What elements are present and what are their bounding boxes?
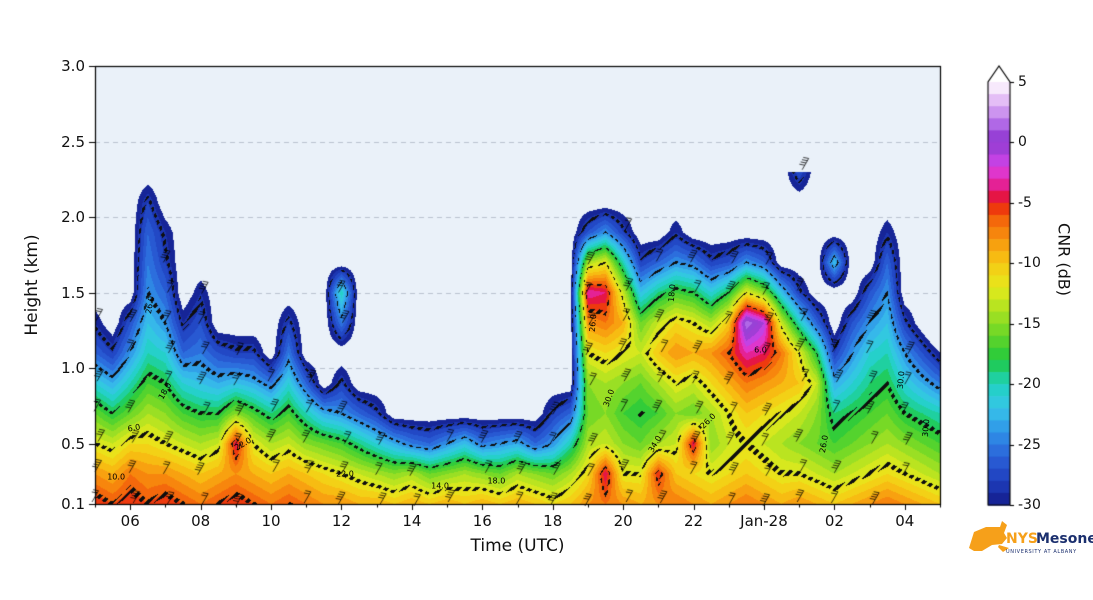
contour-value-label: 30.0	[920, 419, 932, 438]
long-island-shape	[998, 545, 1009, 552]
logo-text-nys: NYS	[1006, 531, 1038, 547]
contour-value-label: 10.0	[107, 472, 126, 482]
logo-text-mesonet: Mesonet	[1036, 531, 1093, 547]
colorbar-tick-label: 0	[1018, 134, 1027, 151]
x-tick-label: 12	[331, 512, 351, 530]
x-tick-label: 16	[472, 512, 492, 530]
x-tick-label: 06	[120, 512, 140, 530]
contour-value-label: 30.0	[896, 370, 907, 390]
colorbar-tick-label: 5	[1018, 74, 1027, 90]
y-axis-label: Height (km)	[22, 234, 42, 336]
contour-value-label: 14.0	[431, 481, 449, 491]
logo-tagline: UNIVERSITY AT ALBANY	[1006, 549, 1077, 555]
x-tick-label: 22	[683, 512, 704, 530]
ny-state-shape	[969, 521, 1007, 551]
x-tick-label: 20	[613, 512, 633, 530]
contour-value-label: 18.0	[487, 476, 506, 486]
x-tick-label: 08	[191, 512, 211, 530]
colorbar-tick-label: -5	[1018, 194, 1032, 211]
colorbar-tick-label: -25	[1018, 436, 1041, 453]
x-tick-label: 18	[543, 512, 563, 530]
colorbar-tick-label: -30	[1018, 497, 1041, 513]
y-tick-label: 2.0	[61, 208, 85, 227]
colorbar-label: CNR (dB)	[1054, 223, 1074, 296]
colorbar-tick-label: -20	[1018, 376, 1041, 393]
y-tick-label: 1.0	[61, 359, 85, 378]
x-tick-label: 02	[824, 512, 844, 530]
y-tick-label: 2.5	[61, 132, 85, 151]
x-tick-label: 10	[261, 512, 281, 530]
y-tick-label: 0.5	[61, 434, 85, 453]
x-tick-label: 04	[895, 512, 915, 530]
y-tick-label: 1.5	[61, 283, 85, 302]
contour-value-label: 22.0	[336, 469, 354, 479]
nys-mesonet-logo: NYS Mesonet UNIVERSITY AT ALBANY	[969, 521, 1093, 555]
y-tick-label: 3.0	[61, 57, 85, 75]
colorbar-tick-label: -15	[1018, 315, 1041, 332]
x-axis-label: Time (UTC)	[470, 536, 565, 556]
contour-value-label: 26.0	[587, 313, 599, 333]
x-tick-label: 14	[402, 512, 422, 530]
colorbar-tick-label: -10	[1018, 255, 1041, 272]
x-tick-label: Jan-28	[740, 512, 788, 530]
contour-value-label: 6.0	[754, 345, 767, 355]
y-tick-label: 0.1	[61, 495, 85, 513]
